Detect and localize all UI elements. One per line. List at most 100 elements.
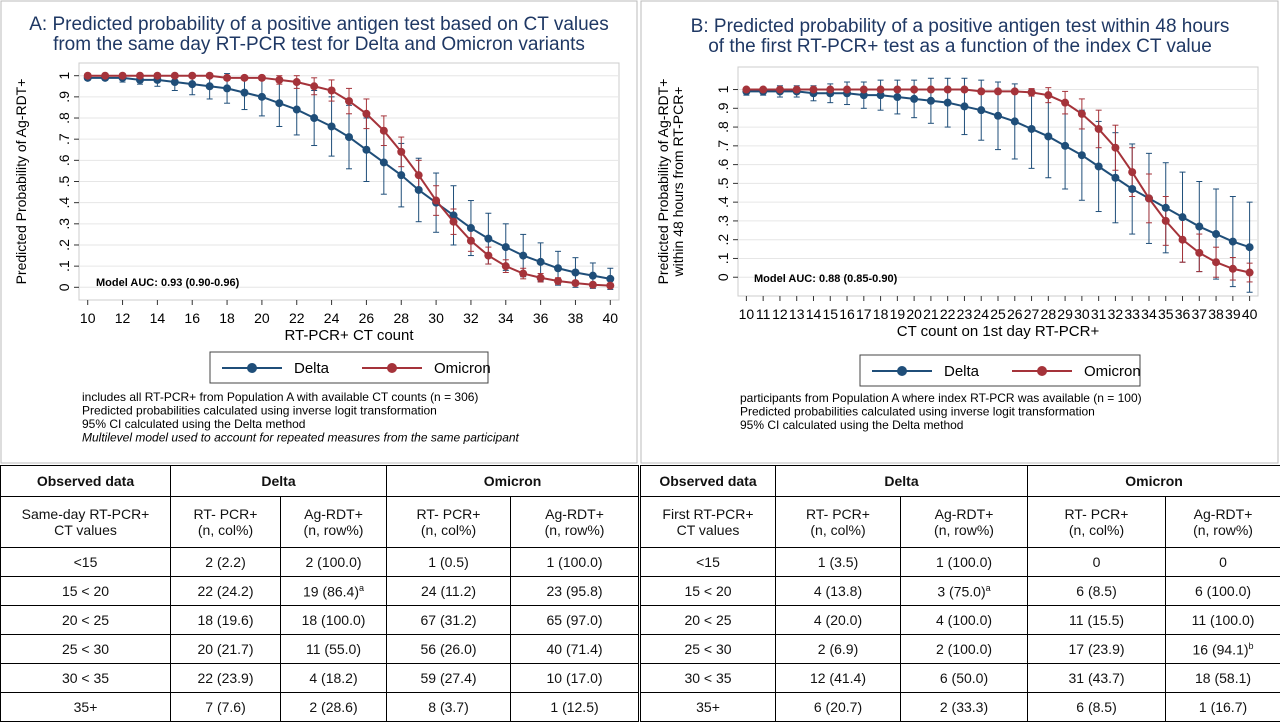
sub-header: RT- PCR+ (n, col%) <box>386 496 512 548</box>
data-point <box>859 91 868 100</box>
data-point <box>519 269 528 278</box>
x-tick-label: 33 <box>1124 306 1140 322</box>
data-point <box>893 93 902 102</box>
x-tick-label: 25 <box>990 306 1006 322</box>
data-point <box>1144 194 1153 203</box>
data-point <box>994 87 1002 96</box>
data-point <box>310 114 319 123</box>
data-point <box>926 96 935 105</box>
table-cell: 20 < 25 <box>640 605 776 635</box>
data-point <box>1161 216 1170 225</box>
group-header: Delta <box>169 465 388 497</box>
table-cell: 20 (21.7) <box>170 634 281 664</box>
table-cell: 1 (12.5) <box>510 692 640 722</box>
data-point <box>362 145 371 154</box>
legend-marker <box>387 363 397 373</box>
data-point <box>977 106 986 115</box>
sub-header: RT- PCR+ (n, col%) <box>170 496 281 548</box>
footnote-mark: b <box>1248 640 1254 651</box>
group-header: Observed data <box>0 465 171 497</box>
table-cell: 31 (43.7) <box>1027 663 1167 693</box>
y-tick-label: .9 <box>56 91 72 103</box>
panel-frame <box>0 0 638 464</box>
data-point <box>1128 185 1137 194</box>
data-point <box>1161 203 1170 212</box>
x-tick-label: 11 <box>756 306 771 322</box>
group-header: Omicron <box>386 465 640 497</box>
data-point <box>1010 87 1019 96</box>
annotation: Model AUC: 0.93 (0.90-0.96) <box>96 277 240 289</box>
note: Predicted probabilities calculated using… <box>740 405 1095 419</box>
table-cell: 25 < 30 <box>640 634 776 664</box>
data-point <box>893 85 902 94</box>
data-point <box>188 80 197 89</box>
data-point <box>292 78 301 87</box>
y-tick-label: .5 <box>715 177 731 189</box>
table-cell: 35+ <box>0 692 171 722</box>
y-axis-label: Predicted Probability of Ag-RDT+ <box>13 79 29 285</box>
x-tick-label: 38 <box>1208 306 1224 322</box>
table-cell: 2 (2.2) <box>170 547 281 577</box>
data-point <box>1212 258 1221 267</box>
data-point <box>588 280 597 289</box>
table-cell: 6 (8.5) <box>1027 692 1167 722</box>
data-point <box>1228 264 1237 273</box>
table-cell: 0 <box>1027 547 1167 577</box>
x-tick-label: 14 <box>150 310 166 326</box>
table-cell: 1 (100.0) <box>510 547 640 577</box>
table-cell: 56 (26.0) <box>386 634 512 664</box>
table-cell: 20 < 25 <box>0 605 171 635</box>
x-tick-label: 28 <box>1041 306 1057 322</box>
sub-header: RT- PCR+ (n, col%) <box>1027 496 1167 548</box>
table-cell: 40 (71.4) <box>510 634 640 664</box>
data-point <box>1111 143 1120 152</box>
x-tick-label: 24 <box>973 306 989 322</box>
table-row: <15 2 (2.2) 2 (100.0) 1 (0.5) 1 (100.0) <box>0 547 640 577</box>
data-point <box>536 273 545 282</box>
sub-header: Ag-RDT+ (n, row%) <box>1165 496 1280 548</box>
x-tick-label: 10 <box>739 306 755 322</box>
x-tick-label: 22 <box>289 310 305 326</box>
table-cell: 16 (94.1)b <box>1165 634 1280 664</box>
legend-label: Delta <box>294 360 330 377</box>
table-cell: <15 <box>0 547 171 577</box>
y-tick-label: .7 <box>715 140 731 152</box>
table-cell: 17 (23.9) <box>1027 634 1167 664</box>
data-point <box>977 87 986 96</box>
table-cell: 7 (7.6) <box>170 692 281 722</box>
table-cell: 2 (100.0) <box>899 634 1029 664</box>
legend-marker <box>897 366 907 376</box>
legend-marker <box>1037 366 1047 376</box>
note: 95% CI calculated using the Delta method <box>740 418 963 432</box>
data-point <box>327 86 336 95</box>
data-point <box>960 85 969 94</box>
data-point <box>606 274 615 283</box>
x-axis-label: CT count on 1st day RT-PCR+ <box>897 323 1100 340</box>
data-point <box>135 71 144 80</box>
x-tick-label: 12 <box>772 306 788 322</box>
y-tick-label: .7 <box>56 133 72 145</box>
table-cell: 18 (19.6) <box>170 605 281 635</box>
data-point <box>257 73 266 82</box>
y-tick-label: .8 <box>56 112 72 124</box>
data-point <box>240 73 249 82</box>
y-tick-label: .8 <box>715 121 731 133</box>
y-tick-label: .4 <box>56 197 72 209</box>
data-point <box>310 82 319 91</box>
table-cell: 23 (95.8) <box>510 576 640 606</box>
data-point <box>397 171 406 180</box>
data-point <box>588 271 597 280</box>
data-point <box>1077 109 1086 118</box>
x-tick-label: 26 <box>1007 306 1023 322</box>
data-point <box>1044 132 1053 141</box>
x-tick-label: 36 <box>533 310 549 326</box>
y-tick-label: .6 <box>56 154 72 166</box>
x-tick-label: 36 <box>1175 306 1191 322</box>
data-point <box>1044 91 1053 100</box>
group-header-row: Observed data Delta Omicron <box>0 465 640 497</box>
data-point <box>449 217 458 226</box>
data-point <box>83 71 92 80</box>
data-point <box>1061 141 1070 150</box>
data-point <box>223 84 232 93</box>
